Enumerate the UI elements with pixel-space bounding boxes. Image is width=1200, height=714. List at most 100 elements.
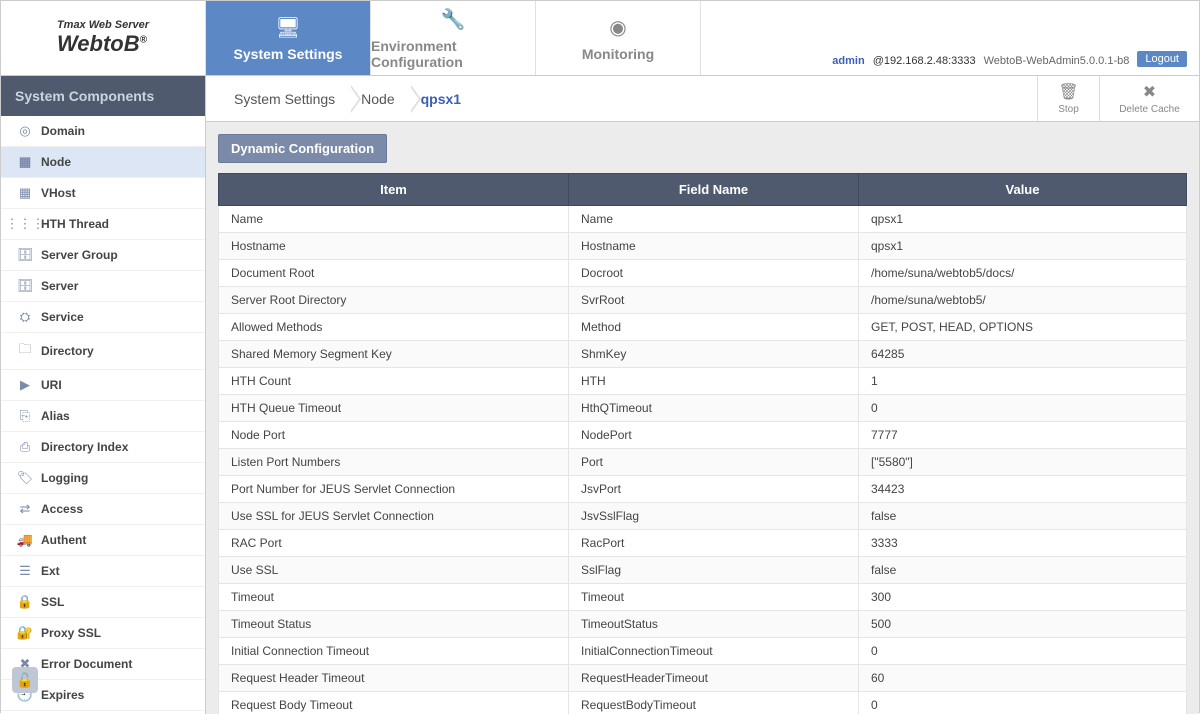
sidebar-item-domain[interactable]: ◎Domain (1, 116, 205, 147)
table-row[interactable]: NameNameqpsx1 (219, 206, 1187, 233)
delete-cache-button[interactable]: ✖ Delete Cache (1099, 76, 1199, 121)
lock-icon[interactable]: 🔓 (12, 667, 38, 693)
table-row[interactable]: Allowed MethodsMethodGET, POST, HEAD, OP… (219, 314, 1187, 341)
column-header: Item (219, 174, 569, 206)
cell-field: Method (569, 314, 859, 341)
table-row[interactable]: RAC PortRacPort3333 (219, 530, 1187, 557)
table-row[interactable]: Use SSL for JEUS Servlet ConnectionJsvSs… (219, 503, 1187, 530)
cell-value: 3333 (859, 530, 1187, 557)
sidebar-label: Ext (41, 564, 60, 578)
table-row[interactable]: HTH CountHTH1 (219, 368, 1187, 395)
sidebar-item-node[interactable]: ▦Node (1, 147, 205, 178)
sidebar-icon: 🗄 (15, 278, 35, 294)
sidebar-label: Authent (41, 533, 86, 547)
table-row[interactable]: Shared Memory Segment KeyShmKey64285 (219, 341, 1187, 368)
cell-item: Port Number for JEUS Servlet Connection (219, 476, 569, 503)
cell-field: RequestHeaderTimeout (569, 665, 859, 692)
sidebar-label: Service (41, 310, 84, 324)
nav-tabs: 🖥System Settings🔧Environment Configurati… (206, 1, 701, 75)
sidebar-item-directory-index[interactable]: ⎙ Directory Index (1, 432, 205, 463)
logo-top: Tmax Web Server (57, 19, 149, 31)
table-row[interactable]: Node PortNodePort7777 (219, 422, 1187, 449)
cell-item: Server Root Directory (219, 287, 569, 314)
cell-field: JsvSslFlag (569, 503, 859, 530)
sidebar-icon: ▦ (15, 154, 35, 170)
cell-field: ShmKey (569, 341, 859, 368)
cell-item: Use SSL for JEUS Servlet Connection (219, 503, 569, 530)
host-info: @192.168.2.48:3333 (873, 55, 976, 67)
sidebar-label: Expires (41, 688, 84, 702)
main: System SettingsNodeqpsx1 🗑 Stop ✖ Delete… (206, 76, 1199, 714)
sidebar-icon: ◎ (15, 123, 35, 139)
sidebar-item-hth-thread[interactable]: ⋮⋮⋮HTH Thread (1, 209, 205, 240)
sidebar-item-server-group[interactable]: 🗄Server Group (1, 240, 205, 271)
sidebar-icon: 🏷 (15, 470, 35, 486)
table-row[interactable]: HTH Queue TimeoutHthQTimeout0 (219, 395, 1187, 422)
cell-field: Timeout (569, 584, 859, 611)
nav-tab-label: System Settings (234, 46, 343, 62)
cell-item: Node Port (219, 422, 569, 449)
breadcrumb: System SettingsNodeqpsx1 (206, 76, 1037, 121)
nav-tab-system-settings[interactable]: 🖥System Settings (206, 1, 371, 75)
cell-item: Initial Connection Timeout (219, 638, 569, 665)
stop-button[interactable]: 🗑 Stop (1037, 76, 1099, 121)
nav-tab-icon: ◉ (609, 15, 626, 40)
logout-button[interactable]: Logout (1137, 51, 1187, 67)
sidebar-item-server[interactable]: 🗄 Server (1, 271, 205, 302)
breadcrumb-node[interactable]: Node (353, 91, 412, 107)
delete-cache-label: Delete Cache (1119, 104, 1180, 115)
table-row[interactable]: Initial Connection TimeoutInitialConnect… (219, 638, 1187, 665)
dynamic-configuration-button[interactable]: Dynamic Configuration (218, 134, 387, 163)
table-row[interactable]: Server Root DirectorySvrRoot/home/suna/w… (219, 287, 1187, 314)
table-row[interactable]: Listen Port NumbersPort["5580"] (219, 449, 1187, 476)
sidebar-icon: 🔒 (15, 594, 35, 610)
table-row[interactable]: Port Number for JEUS Servlet ConnectionJ… (219, 476, 1187, 503)
sidebar-icon: ▶ (15, 377, 35, 393)
cell-field: JsvPort (569, 476, 859, 503)
sidebar-icon: ⎙ (15, 439, 35, 455)
cell-field: HthQTimeout (569, 395, 859, 422)
table-row[interactable]: TimeoutTimeout300 (219, 584, 1187, 611)
sidebar-label: Error Document (41, 657, 132, 671)
sidebar-item-ext[interactable]: ☰Ext (1, 556, 205, 587)
sidebar-item-directory[interactable]: 🗀Directory (1, 333, 205, 370)
cell-item: RAC Port (219, 530, 569, 557)
toolbar: System SettingsNodeqpsx1 🗑 Stop ✖ Delete… (206, 76, 1199, 122)
breadcrumb-system-settings[interactable]: System Settings (226, 91, 353, 107)
cell-value: 64285 (859, 341, 1187, 368)
cell-item: Use SSL (219, 557, 569, 584)
table-row[interactable]: Timeout StatusTimeoutStatus500 (219, 611, 1187, 638)
sidebar-icon: 🚚 (15, 532, 35, 548)
header-right: admin @192.168.2.48:3333 WebtoB-WebAdmin… (701, 1, 1199, 75)
sidebar-item-alias[interactable]: ⎘Alias (1, 401, 205, 432)
sidebar-item-access[interactable]: ⇄Access (1, 494, 205, 525)
cell-value: 300 (859, 584, 1187, 611)
cell-field: Name (569, 206, 859, 233)
table-row[interactable]: Request Header TimeoutRequestHeaderTimeo… (219, 665, 1187, 692)
sidebar-item-ssl[interactable]: 🔒 SSL (1, 587, 205, 618)
sidebar-item-proxy-ssl[interactable]: 🔐Proxy SSL (1, 618, 205, 649)
table-row[interactable]: Request Body TimeoutRequestBodyTimeout0 (219, 692, 1187, 714)
sidebar-item-service[interactable]: ⛭Service (1, 302, 205, 333)
sidebar-label: VHost (41, 186, 76, 200)
sidebar-item-logging[interactable]: 🏷Logging (1, 463, 205, 494)
sidebar-item-authent[interactable]: 🚚 Authent (1, 525, 205, 556)
sidebar-icon: ⎘ (15, 408, 35, 424)
nav-tab-environment-configuration[interactable]: 🔧Environment Configuration (371, 1, 536, 75)
nav-tab-monitoring[interactable]: ◉Monitoring (536, 1, 701, 75)
sidebar-item-uri[interactable]: ▶URI (1, 370, 205, 401)
table-row[interactable]: HostnameHostnameqpsx1 (219, 233, 1187, 260)
cell-field: SslFlag (569, 557, 859, 584)
sidebar-item-vhost[interactable]: ▦VHost (1, 178, 205, 209)
sidebar-label: SSL (41, 595, 64, 609)
sidebar-label: Server (41, 279, 78, 293)
sidebar-label: Directory Index (41, 440, 128, 454)
table-row[interactable]: Document RootDocroot/home/suna/webtob5/d… (219, 260, 1187, 287)
cell-value: qpsx1 (859, 233, 1187, 260)
content: Dynamic Configuration ItemField NameValu… (206, 122, 1199, 714)
table-row[interactable]: Use SSLSslFlagfalse (219, 557, 1187, 584)
cell-field: NodePort (569, 422, 859, 449)
sidebar-icon: 🗀 (15, 340, 35, 362)
cell-field: TimeoutStatus (569, 611, 859, 638)
sidebar-label: HTH Thread (41, 217, 109, 231)
